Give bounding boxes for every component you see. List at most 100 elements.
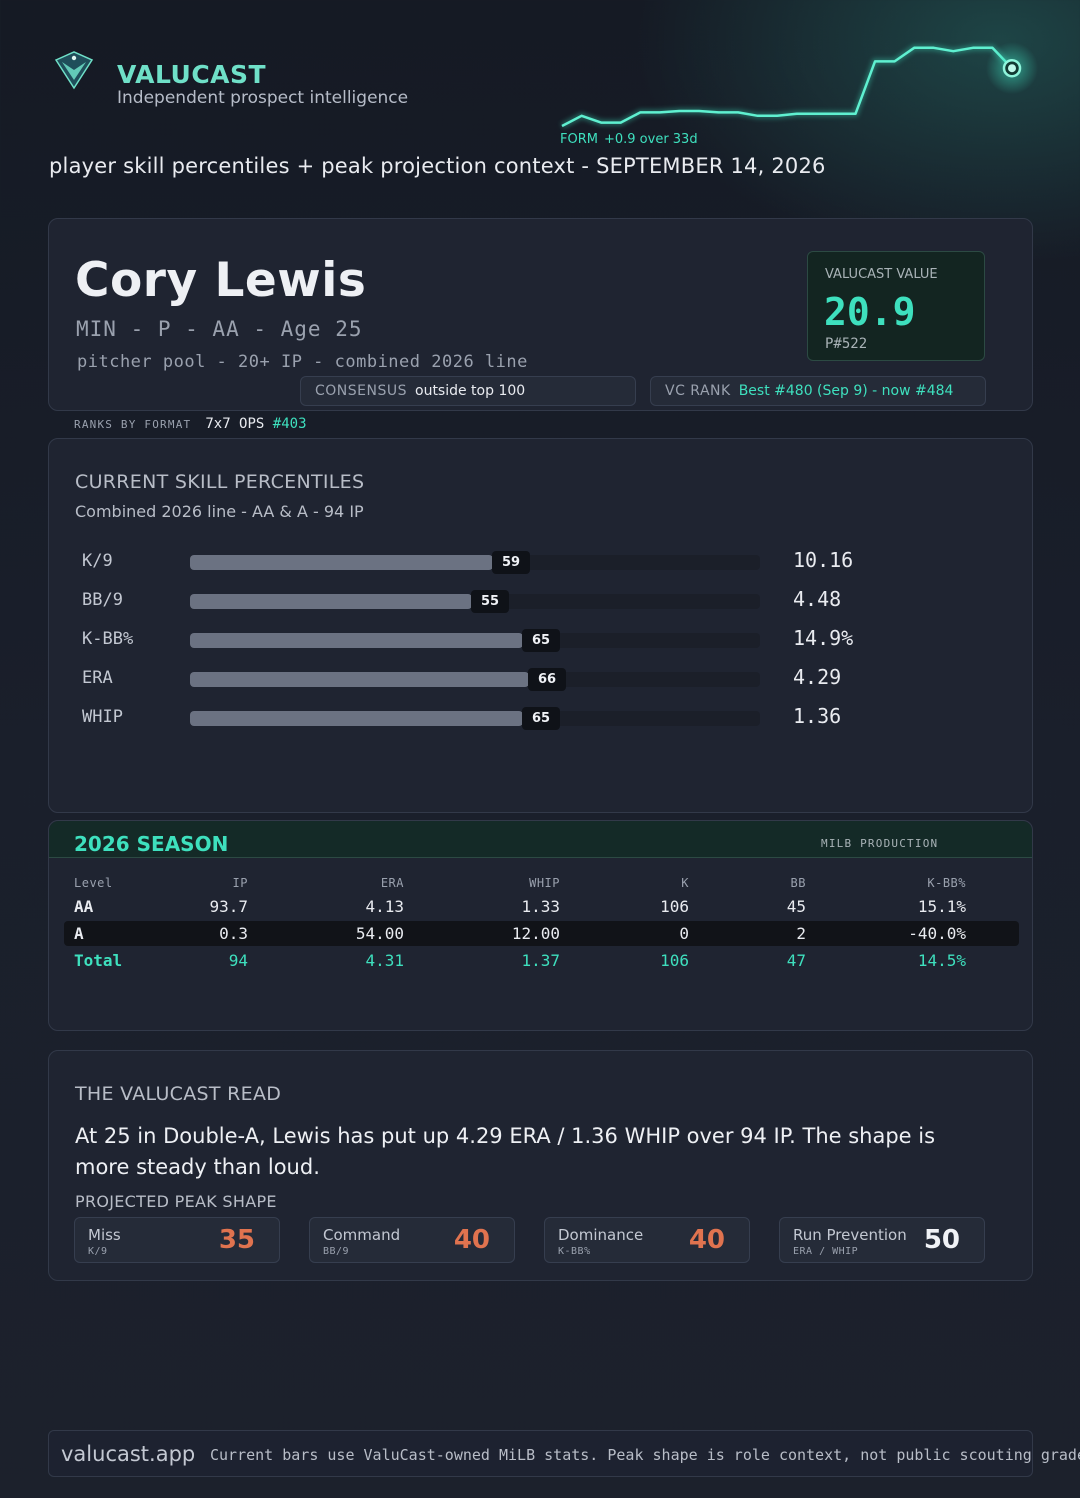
ranks-label: RANKS BY FORMAT bbox=[74, 418, 192, 431]
skill-bar-fill bbox=[190, 711, 523, 726]
footer-brand-link[interactable]: valucast.app bbox=[61, 1442, 196, 1466]
valucast-logo-icon bbox=[54, 51, 94, 90]
value-number: 20.9 bbox=[824, 290, 916, 334]
player-meta: MIN - P - AA - Age 25 bbox=[76, 317, 363, 341]
peak-shape-box: Run Prevention ERA / WHIP 50 bbox=[779, 1217, 985, 1263]
skill-label: WHIP bbox=[82, 707, 123, 727]
skill-value: 4.29 bbox=[793, 665, 842, 689]
peak-sub: ERA / WHIP bbox=[793, 1246, 859, 1257]
skill-percentile-badge: 59 bbox=[492, 551, 530, 574]
season-table: Level IP ERA WHIP K BB K-BB% AA 93.7 4.13 1.33 106 4… bbox=[74, 873, 966, 974]
peak-value: 35 bbox=[218, 1225, 255, 1255]
peak-value: 40 bbox=[688, 1225, 725, 1255]
vc-rank-value: Best #480 (Sep 9) - now #484 bbox=[738, 383, 954, 399]
skill-percentile-badge: 66 bbox=[528, 668, 566, 691]
peak-shape-box: Miss K/9 35 bbox=[74, 1217, 280, 1263]
table-cell: -40.0% bbox=[908, 924, 966, 943]
table-cell: 1.37 bbox=[521, 951, 560, 970]
table-cell: A bbox=[74, 924, 84, 943]
skill-bar-fill bbox=[190, 555, 493, 570]
table-cell: IP bbox=[232, 876, 248, 890]
form-summary: FORM +0.9 over 33d bbox=[560, 132, 698, 147]
skill-value: 14.9% bbox=[793, 626, 854, 650]
skill-bar-track: 59 bbox=[190, 551, 760, 574]
skill-label: K/9 bbox=[82, 551, 113, 571]
table-cell: 1.33 bbox=[521, 897, 560, 916]
table-cell: 106 bbox=[660, 897, 689, 916]
table-cell: 47 bbox=[786, 951, 806, 970]
table-header-row: Level IP ERA WHIP K BB K-BB% bbox=[74, 873, 966, 893]
table-cell: 0 bbox=[679, 924, 689, 943]
table-cell: 14.5% bbox=[917, 951, 966, 970]
skill-row: ERA 66 4.29 bbox=[82, 664, 982, 694]
skill-value: 10.16 bbox=[793, 548, 854, 572]
table-cell: AA bbox=[74, 897, 94, 916]
skill-row: K/9 59 10.16 bbox=[82, 547, 982, 577]
skill-label: K-BB% bbox=[82, 629, 134, 649]
form-label: FORM bbox=[560, 132, 598, 147]
brand-tagline: Independent prospect intelligence bbox=[117, 88, 409, 108]
peak-sub: K-BB% bbox=[558, 1246, 591, 1257]
table-cell: 54.00 bbox=[355, 924, 404, 943]
player-card: Cory Lewis MIN - P - AA - Age 25 pitcher… bbox=[48, 218, 1033, 411]
table-cell: Level bbox=[74, 876, 113, 890]
table-cell: 2 bbox=[796, 924, 806, 943]
table-cell: 0.3 bbox=[219, 924, 248, 943]
form-change: +0.9 over 33d bbox=[603, 132, 698, 147]
skill-label: BB/9 bbox=[82, 590, 123, 610]
form-trend-end-dot bbox=[1008, 64, 1016, 73]
ranks-rank: #403 bbox=[272, 416, 307, 432]
skill-percentiles-card: CURRENT SKILL PERCENTILES Combined 2026 … bbox=[48, 438, 1033, 813]
skill-row: BB/9 55 4.48 bbox=[82, 586, 982, 616]
skill-bar-fill bbox=[190, 594, 472, 609]
player-pool: pitcher pool - 20+ IP - combined 2026 li… bbox=[77, 352, 528, 372]
ranks-format: 7x7 OPS bbox=[205, 416, 265, 432]
value-position-rank: P#522 bbox=[825, 336, 868, 352]
table-cell: K-BB% bbox=[927, 876, 966, 890]
skill-percentile-badge: 65 bbox=[522, 707, 560, 730]
value-label: VALUCAST VALUE bbox=[825, 267, 938, 282]
skill-percentile-badge: 65 bbox=[522, 629, 560, 652]
read-text: At 25 in Double-A, Lewis has put up 4.29… bbox=[75, 1124, 936, 1179]
row-highlight bbox=[64, 921, 1019, 946]
peak-name: Command bbox=[323, 1226, 401, 1244]
footer: valucast.app Current bars use ValuCast-o… bbox=[48, 1430, 1080, 1477]
peak-shape-box: Command BB/9 40 bbox=[309, 1217, 515, 1263]
table-cell: 15.1% bbox=[917, 897, 966, 916]
skill-bar-fill bbox=[190, 672, 529, 687]
skill-bar-track: 55 bbox=[190, 590, 760, 613]
player-name: Cory Lewis bbox=[75, 253, 367, 308]
peak-value: 40 bbox=[453, 1225, 490, 1255]
table-total-row: Total 94 4.31 1.37 106 47 14.5% bbox=[74, 947, 966, 974]
skill-bar-track: 65 bbox=[190, 629, 760, 652]
peak-name: Dominance bbox=[558, 1226, 644, 1244]
table-cell: 93.7 bbox=[209, 897, 248, 916]
peak-title: PROJECTED PEAK SHAPE bbox=[75, 1192, 277, 1211]
skill-row: WHIP 65 1.36 bbox=[82, 703, 982, 733]
form-trend-chart bbox=[560, 42, 1038, 129]
table-cell: ERA bbox=[380, 876, 404, 890]
skill-percentile-badge: 55 bbox=[471, 590, 509, 613]
skills-title: CURRENT SKILL PERCENTILES bbox=[75, 471, 365, 493]
vc-rank-label: VC RANK bbox=[665, 383, 731, 399]
consensus-pill: CONSENSUS outside top 100 bbox=[300, 376, 636, 406]
valucast-read-card: THE VALUCAST READ At 25 in Double-A, Lew… bbox=[48, 1050, 1033, 1281]
consensus-label: CONSENSUS bbox=[315, 383, 407, 399]
skill-row: K-BB% 65 14.9% bbox=[82, 625, 982, 655]
season-title: 2026 SEASON bbox=[74, 832, 229, 856]
table-row: AA 93.7 4.13 1.33 106 45 15.1% bbox=[74, 893, 966, 920]
peak-value: 50 bbox=[923, 1225, 960, 1255]
consensus-value: outside top 100 bbox=[415, 383, 526, 399]
season-card: 2026 SEASON MILB PRODUCTION Level IP ERA WH… bbox=[48, 820, 1033, 1031]
table-cell: 45 bbox=[786, 897, 806, 916]
skill-label: ERA bbox=[82, 668, 113, 688]
peak-sub: K/9 bbox=[88, 1246, 108, 1257]
form-trend-line bbox=[561, 46, 1013, 128]
peak-shape-box: Dominance K-BB% 40 bbox=[544, 1217, 750, 1263]
valucast-value-box: VALUCAST VALUE 20.9 P#522 bbox=[807, 251, 985, 361]
brand-name: VALUCAST bbox=[117, 60, 267, 89]
season-tag: MILB PRODUCTION bbox=[821, 837, 939, 850]
peak-sub: BB/9 bbox=[323, 1246, 350, 1257]
skills-subtitle: Combined 2026 line - AA & A - 94 IP bbox=[75, 502, 364, 521]
table-cell: Total bbox=[74, 951, 123, 970]
